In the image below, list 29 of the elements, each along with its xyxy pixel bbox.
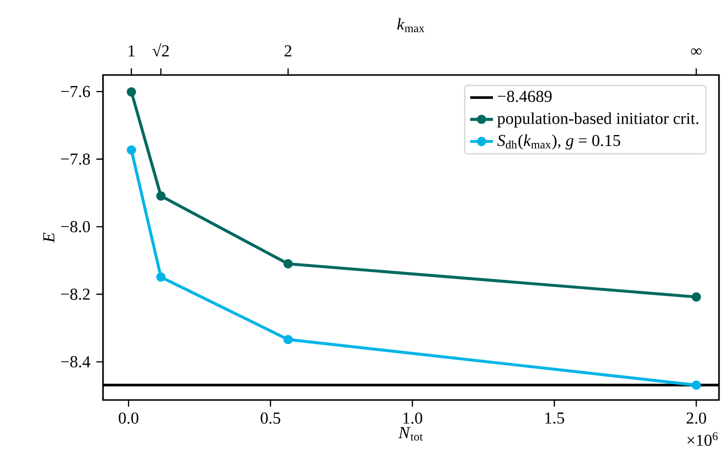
y-tick-label: −7.8 xyxy=(61,153,90,165)
x-axis-title: N$_{tot}$ xyxy=(398,427,423,441)
point xyxy=(692,292,701,302)
point xyxy=(283,259,293,269)
text: ×10$^{6}$ xyxy=(687,432,718,446)
point xyxy=(126,145,136,155)
x-tick-label: 2.0 xyxy=(686,412,706,424)
x-tick-label: 1.0 xyxy=(403,412,422,424)
y-tick-label: −7.6 xyxy=(61,86,90,98)
y-tick-label: −8.2 xyxy=(61,288,90,300)
x-tick-label: 0.5 xyxy=(260,412,280,424)
text: 1 xyxy=(128,45,135,56)
x2-axis-title: k$_{max}$ xyxy=(397,18,424,32)
legend-label: −8.4689 xyxy=(498,90,552,102)
y-tick-label: −8.0 xyxy=(61,221,90,232)
point xyxy=(156,191,166,201)
point xyxy=(692,380,701,390)
legend-label: S$_{dh}$(k$_{max}$), g = 0.15 xyxy=(497,134,620,150)
text: 2 xyxy=(284,45,292,56)
y-tick-label: −8.4 xyxy=(61,356,90,368)
point xyxy=(283,334,293,344)
point xyxy=(156,272,166,282)
legend-label: population-based initiator crit. xyxy=(497,112,698,128)
x-tick-label: 1.5 xyxy=(545,412,564,424)
text: √2 xyxy=(152,43,169,56)
y-axis-title: E xyxy=(43,232,54,243)
point xyxy=(126,87,136,97)
text: ∞ xyxy=(690,48,702,55)
x-tick-label: 0.0 xyxy=(118,412,138,424)
